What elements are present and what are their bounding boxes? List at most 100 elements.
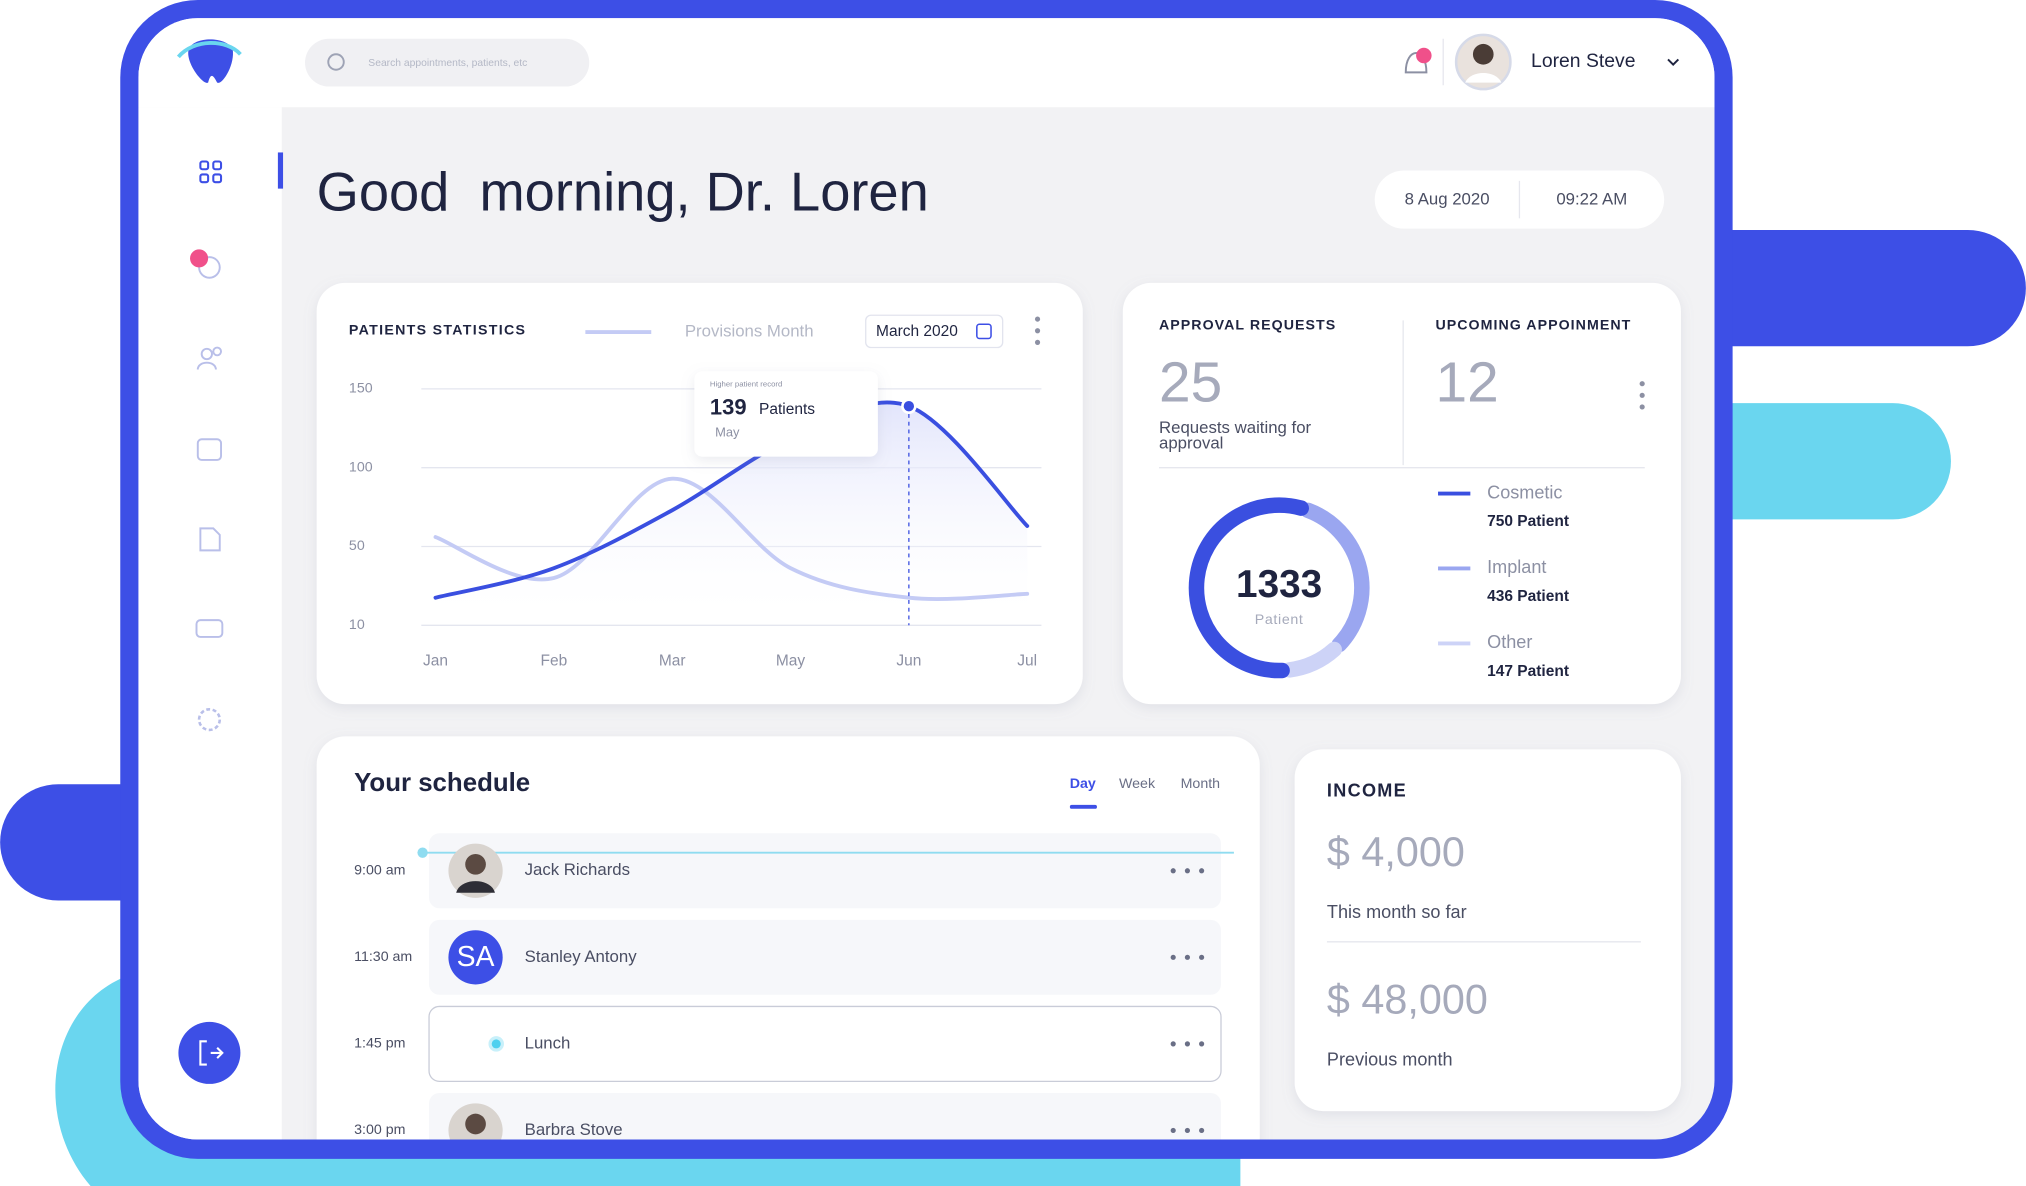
y-tick-label: 150 [349, 381, 373, 397]
legend-label: Other [1487, 632, 1532, 652]
card-title: PATIENTS STATISTICS [349, 322, 526, 338]
tab-indicator [1069, 804, 1097, 809]
donut-total: 1333 [1236, 563, 1322, 606]
y-tick-label: 50 [349, 538, 365, 554]
approval-value: 25 [1159, 351, 1222, 414]
row-menu-dot[interactable] [1199, 1127, 1205, 1134]
schedule-time: 1:45 pm [354, 1036, 405, 1052]
card-menu[interactable] [1034, 316, 1041, 345]
row-menu-dot[interactable] [1199, 954, 1205, 960]
nav-documents[interactable] [199, 527, 221, 552]
avatar-head [465, 1113, 486, 1135]
row-menu-dot[interactable] [1184, 868, 1190, 874]
tooltip-caption: Higher patient record [710, 379, 782, 388]
schedule-name: Jack Richards [525, 860, 630, 879]
donut-segment [1281, 641, 1342, 678]
legend-value: 750 Patient [1487, 513, 1569, 530]
schedule-time: 9:00 am [354, 863, 405, 879]
row-menu-dot[interactable] [1170, 954, 1176, 960]
active-indicator [277, 152, 284, 189]
income-title: INCOME [1327, 781, 1407, 801]
search-placeholder: Search appointments, patients, etc [368, 58, 527, 69]
nav-settings[interactable] [197, 707, 222, 732]
income-this-month-label: This month so far [1327, 902, 1467, 922]
tab-month[interactable]: Month [1181, 776, 1220, 792]
date: 8 Aug 2020 [1405, 190, 1490, 209]
calendar-icon [976, 323, 992, 340]
legend-value: 436 Patient [1487, 588, 1569, 605]
legend-label: Cosmetic [1487, 482, 1562, 502]
x-tick-label: Jul [1017, 653, 1037, 670]
tooltip-unit: Patients [759, 401, 815, 418]
schedule-title: Your schedule [354, 769, 530, 797]
legend-label: Implant [1487, 557, 1546, 577]
row-menu-dot[interactable] [1199, 868, 1205, 874]
avatar-initials: SA [457, 941, 495, 973]
schedule-list: 9:00 am Jack Richards 11:30 am SA Stanley An… [354, 833, 1234, 1168]
x-tick-label: May [776, 653, 806, 670]
tab-week[interactable]: Week [1119, 776, 1156, 792]
schedule-time: 11:30 am [354, 949, 412, 965]
month-picker[interactable] [865, 314, 1004, 349]
user-menu-caret[interactable] [1667, 58, 1680, 66]
nav-calendar[interactable] [196, 438, 223, 461]
search-icon [327, 53, 345, 71]
avatar [448, 930, 503, 985]
row-menu-dot[interactable] [1199, 1041, 1205, 1047]
row-menu-dot[interactable] [1170, 1041, 1176, 1047]
legend-label: Provisions Month [685, 321, 814, 340]
y-tick-label: 100 [349, 459, 373, 475]
line-series [433, 476, 1030, 601]
income-this-month: $ 4,000 [1327, 829, 1465, 875]
avatar-body [456, 881, 495, 893]
nav-payments[interactable] [195, 619, 224, 638]
sidebar [138, 107, 282, 1140]
schedule-name: Barbra Stove [525, 1120, 623, 1139]
status-dot-core [491, 1039, 501, 1049]
income-previous-month-label: Previous month [1327, 1049, 1453, 1069]
avatar-hair [1472, 43, 1494, 65]
donut-segment [1188, 497, 1309, 679]
donut-chart: Cosmetic 750 Patient Implant 436 Patient Oth… [1188, 482, 1569, 680]
donut-total-label: Patient [1255, 612, 1304, 628]
approval-title: APPROVAL REQUESTS [1159, 317, 1336, 333]
row-menu-dot[interactable] [1184, 1041, 1190, 1047]
x-tick-label: Jun [896, 653, 921, 670]
user-name[interactable]: Loren Steve [1531, 50, 1635, 72]
x-tick-label: Jan [423, 653, 448, 670]
nav-patients[interactable] [196, 346, 223, 370]
schedule-name: Stanley Antony [525, 947, 638, 966]
row-menu-dot[interactable] [1184, 954, 1190, 960]
bell-icon[interactable] [1404, 52, 1428, 74]
card-menu[interactable] [1639, 381, 1645, 410]
avatar-head [465, 853, 486, 875]
avatar-body [1465, 72, 1502, 83]
tooltip-value: 139 [710, 395, 747, 420]
notification-badge [1416, 47, 1432, 64]
time: 09:22 AM [1556, 190, 1627, 209]
approval-card [1122, 282, 1681, 705]
nav-dashboard[interactable] [199, 160, 223, 184]
schedule-time: 3:00 pm [354, 1122, 405, 1138]
legend-value: 147 Patient [1487, 663, 1569, 680]
row-menu-dot[interactable] [1170, 868, 1176, 874]
approval-description: Requests waiting for approval [1158, 419, 1312, 453]
line-series [433, 400, 1030, 600]
search-box[interactable] [305, 38, 590, 87]
x-tick-label: Feb [540, 653, 567, 670]
schedule-row[interactable] [428, 1005, 1222, 1082]
income-card [1294, 749, 1681, 1112]
nav-messages[interactable] [190, 249, 221, 279]
row-menu-dot[interactable] [1184, 1127, 1190, 1134]
income-previous-month: $ 48,000 [1327, 976, 1488, 1022]
tooltip-month: May [715, 425, 740, 440]
x-tick-label: Mar [659, 653, 686, 670]
tab-day[interactable]: Day [1070, 776, 1096, 792]
row-menu-dot[interactable] [1170, 1127, 1176, 1134]
schedule-row[interactable] [429, 1092, 1222, 1168]
donut-segment [1300, 502, 1370, 653]
schedule-row[interactable] [429, 919, 1222, 995]
logout-button[interactable] [178, 1021, 241, 1084]
